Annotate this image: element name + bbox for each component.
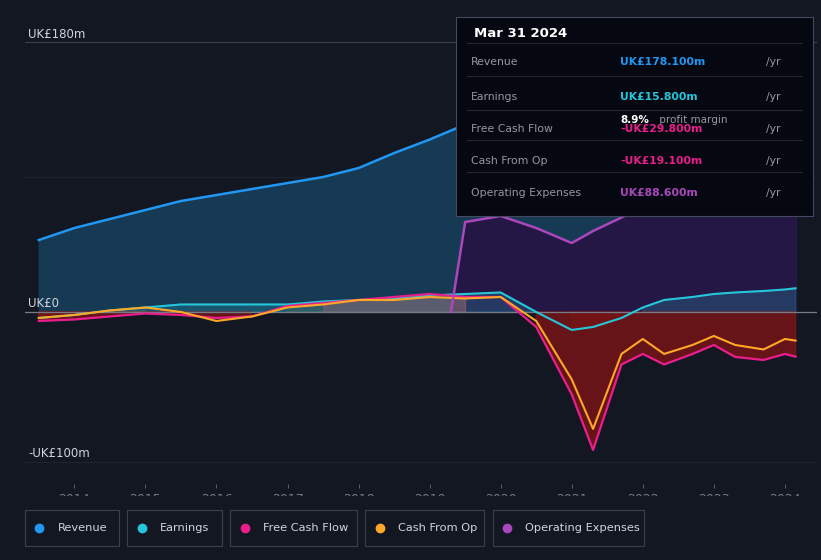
Text: Earnings: Earnings [160,523,209,533]
Text: Free Cash Flow: Free Cash Flow [470,124,553,134]
Text: UK£0: UK£0 [28,297,59,310]
Text: Free Cash Flow: Free Cash Flow [263,523,348,533]
Text: Operating Expenses: Operating Expenses [525,523,640,533]
Text: -UK£19.100m: -UK£19.100m [621,156,703,166]
Text: /yr: /yr [767,156,781,166]
Text: Cash From Op: Cash From Op [398,523,478,533]
Text: Revenue: Revenue [470,57,518,67]
Text: 8.9%: 8.9% [621,115,649,125]
Text: UK£88.600m: UK£88.600m [621,188,698,198]
Text: profit margin: profit margin [656,115,727,125]
Text: /yr: /yr [767,124,781,134]
Text: -UK£29.800m: -UK£29.800m [621,124,703,134]
Text: Revenue: Revenue [57,523,107,533]
Text: Cash From Op: Cash From Op [470,156,548,166]
Text: Mar 31 2024: Mar 31 2024 [475,27,567,40]
Text: Earnings: Earnings [470,92,518,102]
Text: /yr: /yr [767,92,781,102]
Text: -UK£100m: -UK£100m [28,447,90,460]
Text: UK£178.100m: UK£178.100m [621,57,705,67]
Text: /yr: /yr [767,57,781,67]
Text: Operating Expenses: Operating Expenses [470,188,580,198]
Text: UK£180m: UK£180m [28,27,85,40]
Text: UK£15.800m: UK£15.800m [621,92,698,102]
Text: /yr: /yr [767,188,781,198]
